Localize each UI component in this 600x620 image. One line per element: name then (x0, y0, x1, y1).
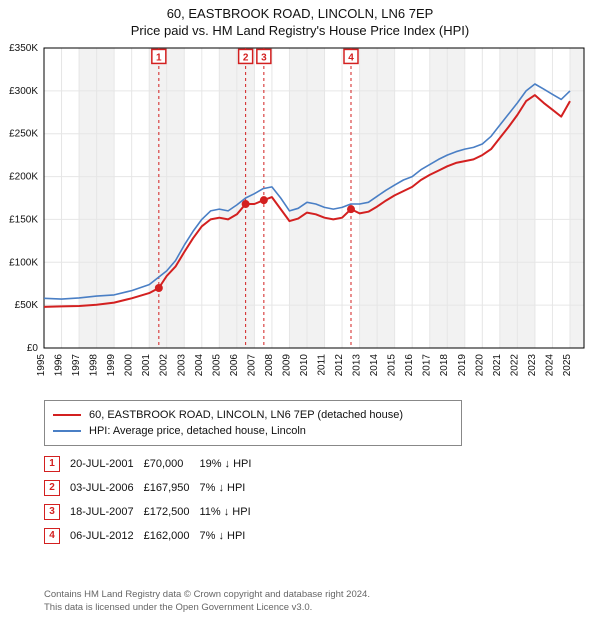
svg-text:£100K: £100K (9, 257, 38, 268)
svg-text:2008: 2008 (264, 354, 275, 377)
svg-text:1999: 1999 (106, 354, 117, 377)
svg-text:2000: 2000 (124, 354, 135, 377)
svg-text:£0: £0 (27, 343, 39, 354)
svg-text:2003: 2003 (176, 354, 187, 377)
svg-text:2020: 2020 (474, 354, 485, 377)
legend-swatch-property (53, 414, 81, 416)
svg-text:2: 2 (243, 52, 249, 63)
table-row: 2 03-JUL-2006£167,9507% ↓ HPI (44, 476, 261, 500)
table-row: 4 06-JUL-2012£162,0007% ↓ HPI (44, 524, 261, 548)
event-price: £70,000 (144, 452, 200, 476)
svg-text:2025: 2025 (562, 354, 573, 377)
svg-text:3: 3 (261, 52, 267, 63)
svg-text:2010: 2010 (299, 354, 310, 377)
event-date: 03-JUL-2006 (70, 476, 144, 500)
event-marker-table: 1 20-JUL-2001£70,00019% ↓ HPI 2 03-JUL-2006… (44, 452, 261, 548)
event-price: £162,000 (144, 524, 200, 548)
legend-row-hpi: HPI: Average price, detached house, Linc… (53, 423, 453, 439)
legend-label-property: 60, EASTBROOK ROAD, LINCOLN, LN6 7EP (de… (89, 407, 403, 423)
event-date: 20-JUL-2001 (70, 452, 144, 476)
svg-text:2022: 2022 (509, 354, 520, 377)
legend-box: 60, EASTBROOK ROAD, LINCOLN, LN6 7EP (de… (44, 400, 462, 446)
chart-svg: £0 £50K £100K £150K £200K £250K £300K £350K 1995… (0, 42, 600, 392)
event-date: 18-JUL-2007 (70, 500, 144, 524)
svg-text:2018: 2018 (439, 354, 450, 377)
legend-label-hpi: HPI: Average price, detached house, Linc… (89, 423, 306, 439)
svg-text:2013: 2013 (352, 354, 363, 377)
svg-text:1996: 1996 (54, 354, 65, 377)
svg-text:2021: 2021 (492, 354, 503, 377)
svg-text:£200K: £200K (9, 172, 38, 183)
table-row: 3 18-JUL-2007£172,50011% ↓ HPI (44, 500, 261, 524)
footer-line1: Contains HM Land Registry data © Crown c… (44, 588, 370, 601)
svg-text:£50K: £50K (15, 300, 39, 311)
event-delta: 7% ↓ HPI (199, 524, 261, 548)
svg-text:1997: 1997 (71, 354, 82, 377)
svg-text:2009: 2009 (281, 354, 292, 377)
svg-text:1: 1 (156, 52, 162, 63)
svg-text:2016: 2016 (404, 354, 415, 377)
event-price: £167,950 (144, 476, 200, 500)
svg-text:2019: 2019 (457, 354, 468, 377)
svg-text:2004: 2004 (194, 354, 205, 377)
svg-text:£250K: £250K (9, 129, 38, 140)
chart-title-address: 60, EASTBROOK ROAD, LINCOLN, LN6 7EP (0, 0, 600, 21)
svg-text:2002: 2002 (159, 354, 170, 377)
legend-row-property: 60, EASTBROOK ROAD, LINCOLN, LN6 7EP (de… (53, 407, 453, 423)
svg-text:2017: 2017 (422, 354, 433, 377)
event-delta: 7% ↓ HPI (199, 476, 261, 500)
svg-text:1995: 1995 (36, 354, 47, 377)
svg-text:1998: 1998 (89, 354, 100, 377)
svg-text:2023: 2023 (527, 354, 538, 377)
chart-title-subtitle: Price paid vs. HM Land Registry's House … (0, 21, 600, 42)
event-date: 06-JUL-2012 (70, 524, 144, 548)
svg-text:2015: 2015 (387, 354, 398, 377)
svg-text:4: 4 (348, 52, 354, 63)
event-marker-icon: 3 (44, 504, 60, 520)
event-delta: 11% ↓ HPI (199, 500, 261, 524)
svg-text:2024: 2024 (544, 354, 555, 377)
event-marker-icon: 4 (44, 528, 60, 544)
price-hpi-line-chart: £0 £50K £100K £150K £200K £250K £300K £350K 1995… (0, 42, 600, 392)
svg-text:2001: 2001 (141, 354, 152, 377)
svg-text:2006: 2006 (229, 354, 240, 377)
footer-attribution: Contains HM Land Registry data © Crown c… (44, 588, 370, 614)
event-marker-icon: 1 (44, 456, 60, 472)
event-delta: 19% ↓ HPI (199, 452, 261, 476)
event-price: £172,500 (144, 500, 200, 524)
svg-text:£300K: £300K (9, 86, 38, 97)
svg-text:£150K: £150K (9, 214, 38, 225)
svg-text:2005: 2005 (211, 354, 222, 377)
svg-text:2014: 2014 (369, 354, 380, 377)
svg-text:2012: 2012 (334, 354, 345, 377)
svg-text:2011: 2011 (317, 354, 328, 376)
footer-line2: This data is licensed under the Open Gov… (44, 601, 370, 614)
svg-text:£350K: £350K (9, 43, 38, 54)
svg-text:2007: 2007 (246, 354, 257, 377)
event-marker-icon: 2 (44, 480, 60, 496)
table-row: 1 20-JUL-2001£70,00019% ↓ HPI (44, 452, 261, 476)
legend-swatch-hpi (53, 430, 81, 432)
